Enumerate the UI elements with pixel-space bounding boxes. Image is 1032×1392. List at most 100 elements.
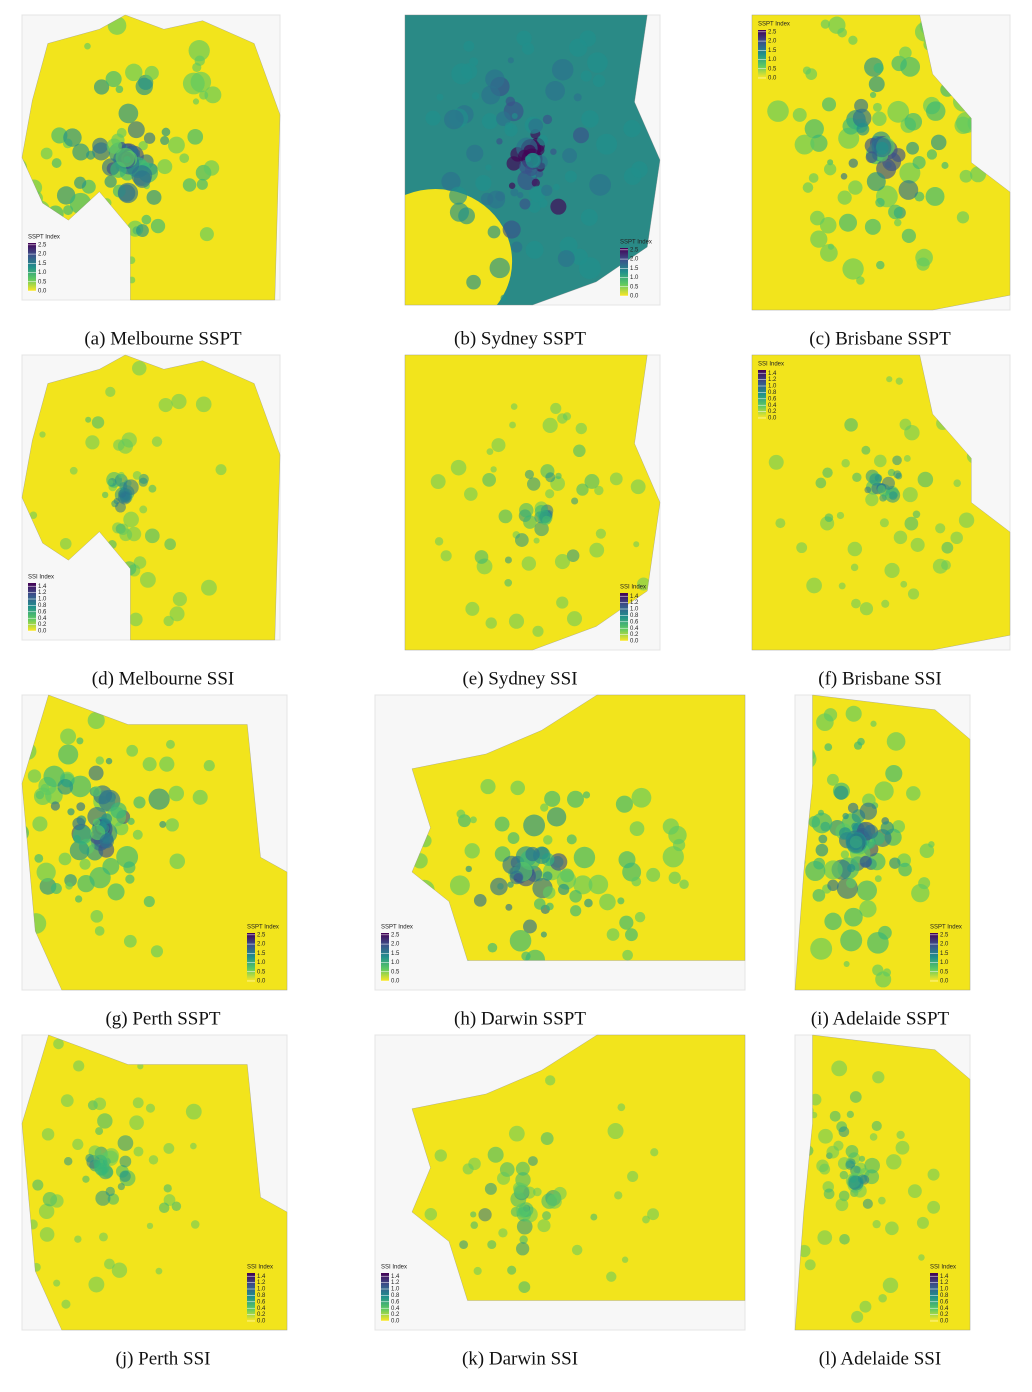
colorbar-tick-label: 1.2 xyxy=(391,1280,400,1286)
hotspot xyxy=(141,214,152,225)
hotspot xyxy=(802,66,812,75)
hotspot xyxy=(60,1094,74,1108)
hotspot xyxy=(928,841,935,848)
hotspot xyxy=(847,541,863,557)
hotspot xyxy=(848,35,858,45)
hotspot xyxy=(646,867,661,882)
colorbar-tick-label: 1.0 xyxy=(768,384,777,390)
hotspot xyxy=(886,732,906,751)
hotspot xyxy=(87,711,105,730)
hotspot xyxy=(917,471,934,488)
hotspot xyxy=(810,230,828,248)
hotspot xyxy=(868,76,885,93)
colorbar-tick-label: 0.0 xyxy=(391,979,400,985)
legend-title: SSPT Index xyxy=(381,925,413,931)
hotspot xyxy=(549,853,568,871)
hotspot xyxy=(907,1184,922,1199)
hotspot xyxy=(92,137,109,154)
hotspot xyxy=(117,1135,134,1151)
hotspot xyxy=(847,864,856,873)
colorbar-tick-label: 0.5 xyxy=(257,969,266,975)
hotspot xyxy=(192,98,200,105)
hotspot xyxy=(856,276,865,285)
hotspot xyxy=(941,161,949,169)
hotspot xyxy=(127,817,135,825)
hotspot xyxy=(872,111,887,126)
colorbar-tick-label: 1.5 xyxy=(391,951,400,957)
boundary xyxy=(751,354,1011,651)
hotspot xyxy=(523,919,537,934)
hotspot xyxy=(523,515,537,529)
hotspot xyxy=(845,1145,859,1158)
hotspot xyxy=(859,900,877,918)
hotspot xyxy=(76,737,84,745)
hotspot xyxy=(642,1215,650,1224)
hotspot xyxy=(92,818,101,826)
colorbar-tick-label: 1.4 xyxy=(940,1274,949,1280)
hotspot xyxy=(199,90,209,100)
map-panel: SSI Index 0.00.20.40.60.81.01.21.4 xyxy=(794,1034,971,1331)
hotspot xyxy=(625,928,638,942)
hotspot xyxy=(891,55,907,72)
hotspot xyxy=(502,220,521,239)
hotspot xyxy=(106,138,122,154)
colorbar-tick-label: 1.0 xyxy=(257,1287,266,1293)
region xyxy=(22,355,280,640)
hotspot xyxy=(104,1258,115,1270)
hotspot xyxy=(925,101,946,121)
hotspot xyxy=(185,1103,202,1120)
hotspot xyxy=(94,926,105,936)
hotspot xyxy=(806,577,822,594)
hotspot xyxy=(505,96,516,107)
hotspot xyxy=(895,1140,910,1155)
colorbar-tick-label: 1.4 xyxy=(391,1274,400,1280)
hotspot xyxy=(485,617,497,629)
colorbar-tick-label: 1.4 xyxy=(630,594,639,600)
hotspot xyxy=(101,1166,114,1178)
hotspot xyxy=(887,100,910,123)
hotspot xyxy=(842,258,864,280)
hotspot xyxy=(958,512,975,528)
hotspot xyxy=(912,510,921,519)
panel-caption: (i) Adelaide SSPT xyxy=(811,1008,950,1029)
panel-caption: (b) Sydney SSPT xyxy=(454,328,586,349)
hotspot xyxy=(630,479,646,495)
hotspot xyxy=(119,492,131,503)
hotspot xyxy=(554,554,571,570)
hotspot xyxy=(607,1123,624,1140)
hotspot xyxy=(60,728,76,745)
hotspot xyxy=(2,1191,15,1204)
hotspot xyxy=(123,479,139,496)
hotspot xyxy=(182,178,197,192)
boundary xyxy=(21,354,281,641)
hotspot xyxy=(487,1240,497,1250)
hotspot xyxy=(485,164,492,171)
hotspot xyxy=(74,1235,82,1243)
boundary xyxy=(21,14,281,301)
hotspot xyxy=(953,479,961,487)
colorbar-tick-label: 1.4 xyxy=(257,1274,266,1280)
hotspot xyxy=(95,756,104,765)
hotspot xyxy=(29,511,38,520)
hotspot xyxy=(617,1103,626,1112)
hotspot xyxy=(869,1133,878,1141)
hotspot xyxy=(466,144,484,162)
hotspot xyxy=(768,454,784,470)
hotspot xyxy=(842,812,849,820)
hotspot xyxy=(0,805,14,822)
hotspot xyxy=(876,260,885,270)
hotspot xyxy=(123,934,137,948)
hotspot xyxy=(196,178,208,190)
colorbar-tick-label: 0.0 xyxy=(38,629,47,635)
colorbar-tick-label: 1.4 xyxy=(768,371,777,377)
hotspot xyxy=(509,421,516,429)
hotspot xyxy=(950,531,963,545)
boundary xyxy=(404,14,661,306)
map-panel: SSPT Index 0.0 0.5 1.0 1.5 2.0 2.5 xyxy=(751,14,1011,311)
hotspot xyxy=(33,787,52,806)
hotspot xyxy=(858,1155,866,1162)
hotspot xyxy=(524,469,534,479)
hotspot xyxy=(32,1179,44,1191)
hotspot xyxy=(916,1216,929,1229)
hotspot xyxy=(592,74,606,88)
